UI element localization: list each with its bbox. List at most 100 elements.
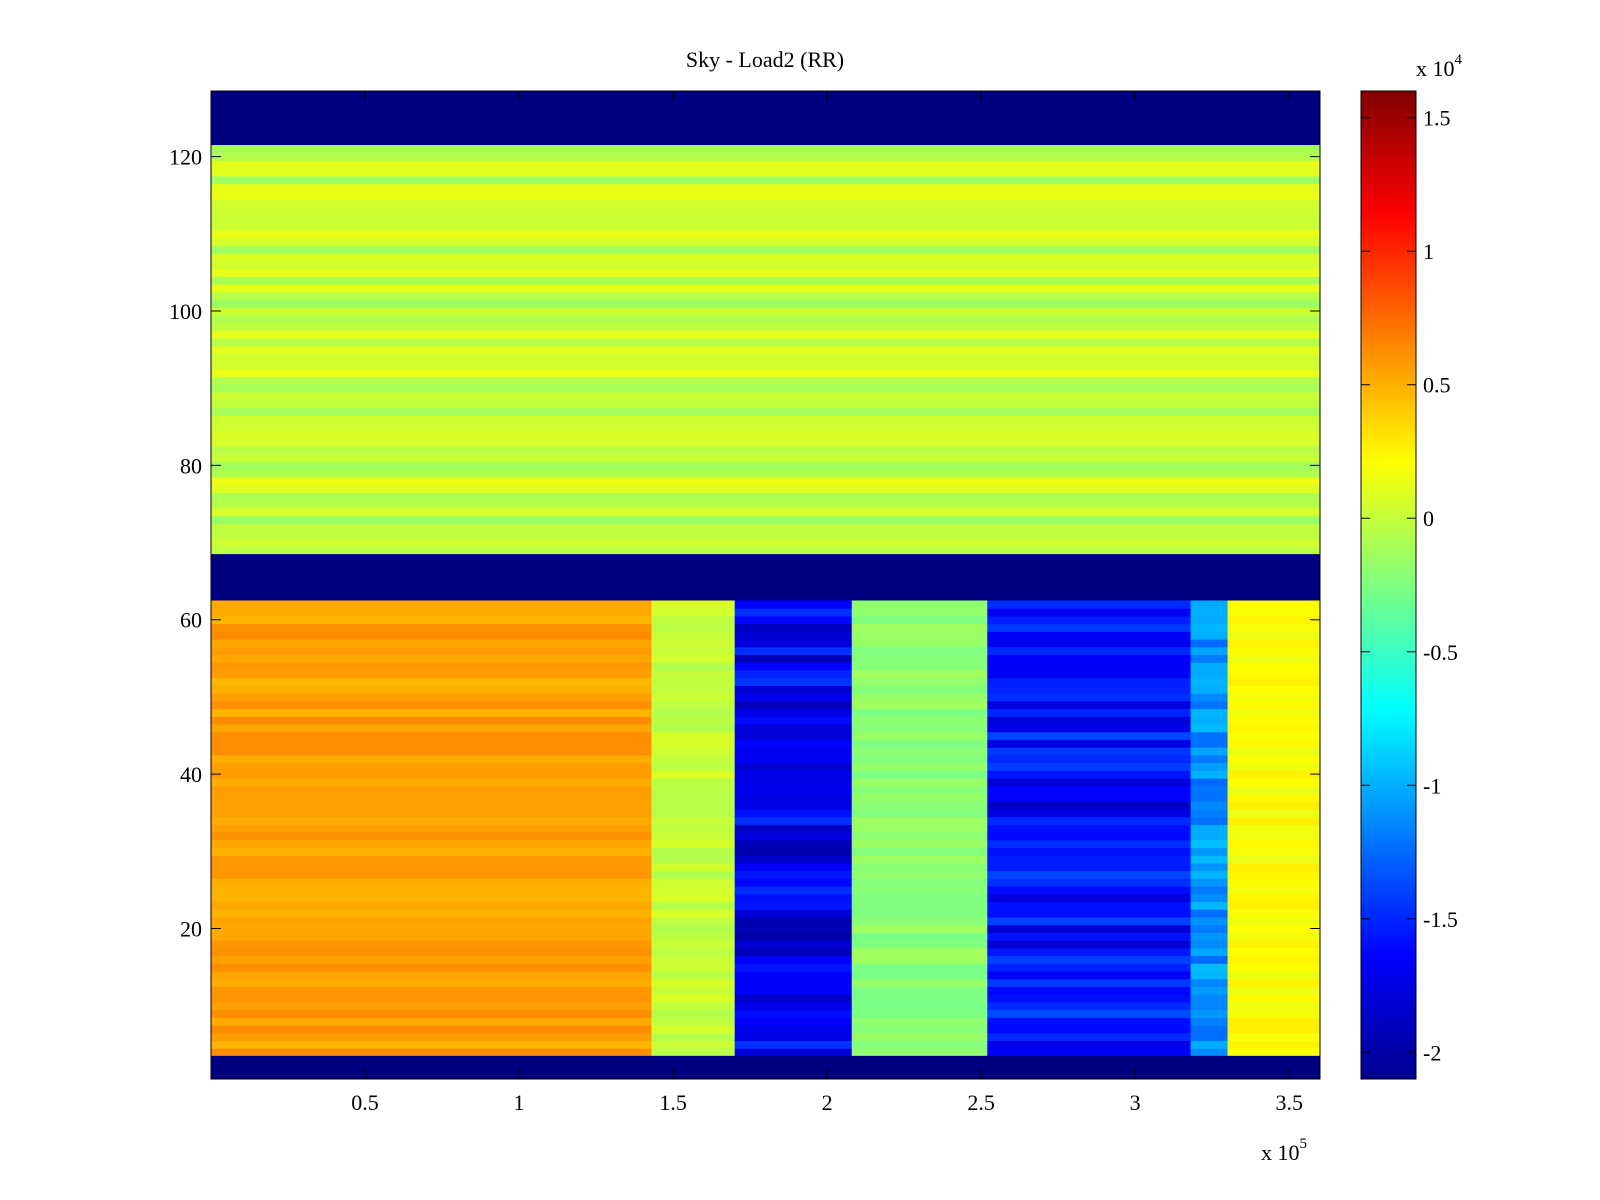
heatmap-cell [851,893,988,903]
heatmap-cell [734,886,853,895]
heatmap-cell [987,793,1192,802]
heatmap-cell [987,1032,1192,1042]
heatmap-cell [211,639,653,648]
heatmap-cell [851,847,988,856]
heatmap-cell [211,963,653,972]
heatmap-cell [1227,1001,1320,1011]
heatmap-cell [651,770,736,779]
heatmap-cell-row [211,353,1320,362]
heatmap-cell [851,955,988,964]
heatmap-cell [987,901,1192,910]
heatmap-cell [734,808,853,818]
heatmap-cell [734,893,853,903]
heatmap-cell [987,947,1192,957]
heatmap-cell [1190,839,1229,849]
heatmap-cell [734,669,853,679]
heatmap-cell [734,870,853,879]
heatmap-cell [987,777,1192,787]
chart-title: Sky - Load2 (RR) [686,47,844,72]
heatmap-cell [851,862,988,872]
heatmap-cell [211,685,653,694]
heatmap-cell-row [211,152,1320,162]
heatmap-cell [734,1017,853,1026]
heatmap-cell [1190,615,1229,625]
heatmap-cell [1190,1048,1229,1057]
heatmap-cell [1190,685,1229,694]
heatmap-cell [1190,623,1229,632]
heatmap-cell [1190,700,1229,710]
heatmap-cell [987,623,1192,632]
heatmap-cell [987,708,1192,717]
heatmap-cell [651,677,736,686]
heatmap-cell-row [211,314,1320,324]
heatmap-cell [851,994,988,1003]
heatmap-cell [1190,801,1229,810]
heatmap-cell [851,608,988,617]
heatmap-cell [211,955,653,964]
heatmap-cell [211,924,653,933]
heatmap-cell [1227,940,1320,949]
heatmap-cell [987,824,1192,833]
heatmap-cell [1190,994,1229,1003]
heatmap-cell [651,847,736,856]
y-axis: 20 40 60 80 100 120 [169,145,1320,941]
heatmap-cell [851,978,988,987]
colorbar-tick-label: 1 [1423,239,1434,264]
heatmap-cell [851,669,988,679]
heatmap-cell [1190,662,1229,671]
heatmap-cell-row [211,214,1320,223]
masked-channel-band [211,91,1320,146]
heatmap-cell-row [211,345,1320,355]
heatmap-cell [851,878,988,887]
heatmap-cell [1227,754,1320,764]
heatmap-cell [734,662,853,671]
heatmap-cell [651,739,736,748]
heatmap-cell [851,631,988,640]
heatmap-cell-row [211,461,1320,470]
heatmap-cell [1227,970,1320,980]
heatmap-cell [651,886,736,895]
heatmap-cell [734,762,853,771]
heatmap-cell [1190,677,1229,686]
heatmap-cell [1190,978,1229,987]
heatmap-cell [1190,970,1229,980]
heatmap-cell [211,669,653,679]
heatmap-cell [987,808,1192,818]
heatmap-cell [651,700,736,710]
heatmap-cell [1190,924,1229,933]
heatmap-cell [1227,994,1320,1003]
heatmap-cell [1227,639,1320,648]
heatmap-cell [211,1017,653,1026]
heatmap-cell [1190,886,1229,895]
heatmap-cell [1227,932,1320,941]
heatmap-cell-row [211,322,1320,331]
heatmap-cell [851,793,988,802]
heatmap-cell [211,623,653,632]
heatmap-cell [734,862,853,872]
heatmap-cell [734,739,853,748]
heatmap-cell [651,924,736,933]
heatmap-cell-row [211,268,1320,277]
heatmap-cell [1227,832,1320,841]
heatmap-cell-row [211,307,1320,316]
heatmap-cell [1190,793,1229,802]
heatmap-cell [211,770,653,779]
heatmap-cell [734,770,853,779]
heatmap-cell [211,801,653,810]
heatmap-cell [1227,654,1320,663]
heatmap-cell [651,947,736,957]
heatmap-cell [651,832,736,841]
heatmap-cell [851,839,988,849]
heatmap-cell-row [211,469,1320,478]
heatmap-cell [1190,1040,1229,1049]
heatmap-cell [734,685,853,694]
heatmap-cell [1227,893,1320,903]
heatmap-cell [987,986,1192,995]
heatmap-cell [651,909,736,918]
heatmap-cell [1190,963,1229,972]
heatmap-cell [651,708,736,717]
heatmap-cell-row [211,191,1320,200]
heatmap-cell [211,716,653,725]
heatmap-cell [1227,685,1320,694]
